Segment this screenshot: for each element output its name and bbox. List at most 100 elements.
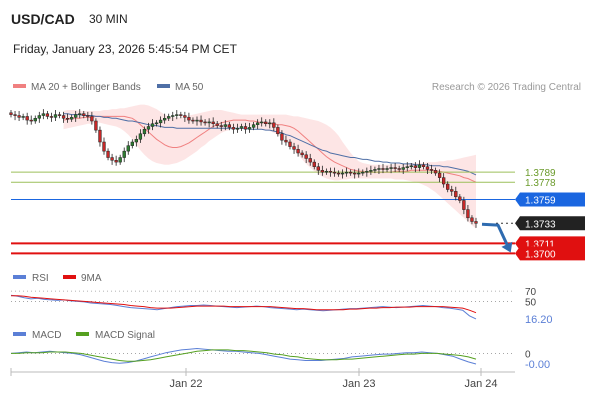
candle-body: [146, 126, 151, 130]
candle-body: [13, 114, 17, 116]
candle-body: [134, 139, 139, 143]
ma20-legend-swatch: [13, 84, 26, 88]
candle-body: [393, 167, 397, 169]
candle-body: [82, 113, 86, 116]
macd-legend-swatch: [13, 332, 26, 336]
candle-body: [130, 141, 134, 146]
candle-body: [53, 114, 58, 118]
candle-body: [57, 114, 62, 116]
candle-body: [227, 124, 232, 128]
candle-body: [69, 117, 74, 120]
resistance-tag-label: 1.3778: [525, 178, 556, 189]
candle-body: [21, 116, 25, 118]
candle-body: [268, 122, 272, 125]
candle-body: [29, 119, 33, 122]
candle-body: [377, 168, 381, 170]
candle-body: [255, 122, 260, 125]
candle-body: [195, 119, 199, 122]
candle-body: [118, 157, 122, 163]
candle-body: [433, 170, 438, 174]
candle-body: [357, 172, 361, 175]
candle-body: [441, 177, 446, 185]
macd-last-value: -0.00: [525, 359, 550, 371]
candle-body: [353, 172, 357, 175]
pivot-tag-bg: [515, 192, 585, 207]
candle-body: [373, 169, 377, 171]
candle-body: [223, 124, 227, 127]
candle-body: [417, 164, 422, 168]
candle-body: [199, 119, 203, 123]
candle-body: [25, 116, 29, 121]
candle-body: [405, 166, 409, 168]
candle-body: [158, 119, 163, 124]
candle-body: [98, 129, 102, 143]
x-tick-label: Jan 22: [169, 378, 202, 390]
candle-body: [401, 167, 405, 170]
rsi-ma-legend-swatch: [63, 275, 76, 279]
candle-body: [142, 128, 147, 135]
candle-body: [162, 118, 167, 121]
candle-body: [126, 145, 130, 152]
candle-body: [33, 118, 37, 122]
credit-label: Research © 2026 Trading Central: [432, 82, 581, 93]
candle-body: [272, 122, 276, 128]
candle-body: [65, 118, 70, 120]
support-tag-label: 1.3711: [525, 239, 555, 250]
candle-body: [74, 114, 78, 118]
candle-body: [86, 115, 90, 117]
rsi-series-1: [11, 295, 477, 314]
candle-body: [450, 189, 454, 192]
macd-signal-legend-label: MACD Signal: [95, 330, 155, 341]
candle-body: [235, 128, 240, 130]
candle-body: [458, 196, 462, 201]
candle-body: [454, 191, 458, 198]
candle-body: [425, 166, 430, 170]
candle-body: [187, 117, 191, 121]
candle-body: [344, 171, 349, 174]
candle-body: [114, 160, 118, 163]
reference-label: 0: [525, 349, 531, 360]
candle-body: [211, 121, 215, 124]
candle-body: [332, 171, 337, 174]
datetime-label: Friday, January 23, 2026 5:45:54 PM CET: [13, 42, 238, 56]
candle-body: [365, 170, 369, 173]
rsi-legend-label: RSI: [32, 273, 49, 284]
candle-body: [45, 113, 50, 117]
candle-body: [37, 115, 41, 119]
candle-body: [340, 172, 345, 175]
rsi-last-value: 16.20: [525, 314, 553, 326]
macd-signal-legend-swatch: [76, 332, 89, 336]
last-price-tag-label: 1.3733: [525, 219, 556, 230]
forecast-arrow-head: [501, 241, 513, 253]
forecast-arrow: [481, 222, 511, 250]
candle-body: [437, 172, 442, 178]
candle-body: [243, 126, 248, 130]
candle-body: [260, 121, 264, 124]
support-tag-label: 1.3700: [525, 249, 556, 260]
candle-body: [276, 127, 280, 135]
ma50-legend-label: MA 50: [175, 82, 204, 93]
candle-body: [203, 121, 207, 124]
candle-body: [191, 119, 195, 122]
x-axis: Jan 22 Jan 23 Jan 24: [10, 368, 515, 390]
macd-series-1: [11, 349, 477, 362]
candle-body: [61, 115, 66, 119]
support-tag-bg: [515, 246, 585, 261]
candle-body: [296, 149, 300, 154]
symbol-title: USD/CAD: [11, 11, 75, 27]
candle-body: [219, 125, 223, 127]
candle-body: [138, 133, 143, 140]
candle-body: [348, 171, 353, 174]
candle-body: [292, 146, 296, 150]
candle-body: [320, 170, 325, 173]
macd-panel: 0-0.00: [10, 347, 550, 371]
candle-body: [409, 165, 413, 168]
candle-body: [122, 150, 126, 158]
x-tick-label: Jan 24: [464, 378, 497, 390]
candle-body: [466, 209, 470, 219]
candle-body: [336, 172, 341, 175]
candle-body: [304, 154, 308, 159]
ma20-legend-label: MA 20 + Bollinger Bands: [31, 82, 141, 93]
